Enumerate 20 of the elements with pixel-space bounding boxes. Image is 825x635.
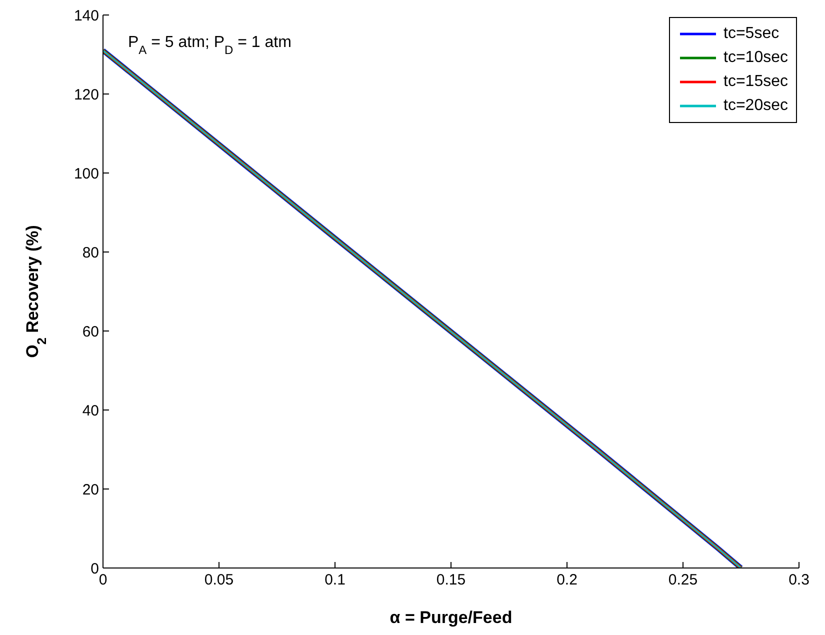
x-tick-label: 0.05 [204, 572, 234, 589]
y-tick-label: 40 [82, 402, 99, 420]
x-tick-label: 0.15 [436, 572, 466, 589]
y-tick-label: 140 [74, 7, 99, 24]
x-tick-label: 0.1 [324, 572, 346, 589]
x-tick-label: 0.3 [788, 572, 810, 589]
annotation: P$_{A}$ = 5 atm; P$_{D}$ = 1 atm [128, 34, 292, 57]
y-tick-label: 100 [74, 165, 99, 182]
y-tick-label: 60 [82, 323, 99, 340]
x-tick-label: 0.2 [556, 572, 578, 589]
x-tick-label: 0.25 [668, 572, 698, 589]
y-tick-label: 0 [90, 560, 99, 578]
x-axis-title: α = Purge/Feed [390, 608, 512, 627]
y-tick-label: 20 [82, 481, 99, 498]
legend-label: tc=15sec [724, 73, 788, 91]
y-tick-label: 80 [82, 244, 99, 262]
legend-label: tc=10sec [724, 49, 788, 67]
y-tick-label: 120 [74, 86, 99, 104]
legend-label: tc=5sec [724, 25, 780, 43]
legend-label: tc=20sec [724, 97, 788, 115]
